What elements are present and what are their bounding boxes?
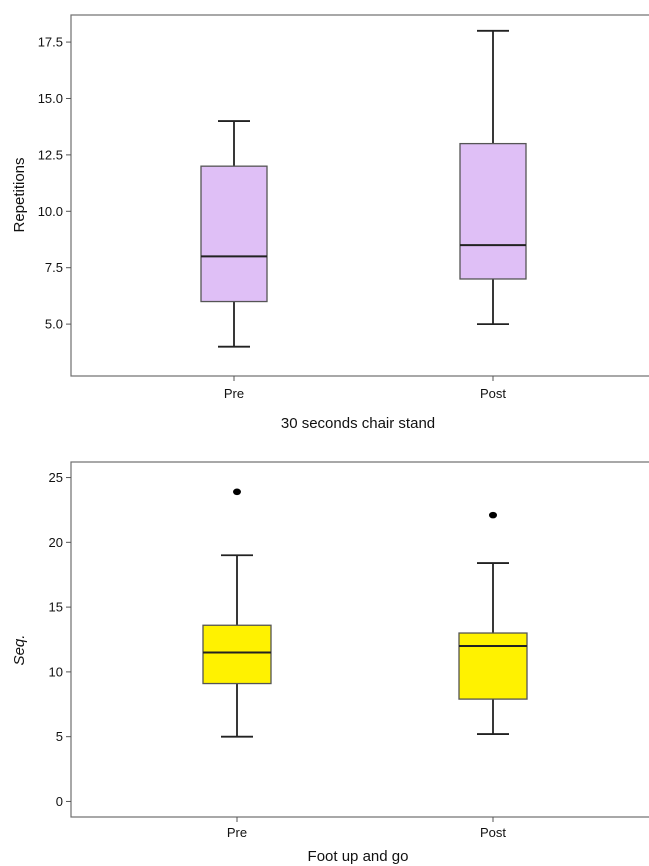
iqr-box xyxy=(459,142,527,280)
chart-2: 0 5 10 15 20 25 Pre Post Foot up and go Seq. xyxy=(11,461,649,865)
y-tick-label: 5 xyxy=(56,729,63,744)
y-tick-label: 10.0 xyxy=(38,204,63,219)
y-axis-title: Seq. xyxy=(11,635,28,666)
box-post xyxy=(458,511,528,735)
y-tick-label: 15.0 xyxy=(38,91,63,106)
iqr-box xyxy=(458,632,528,700)
y-tick-label: 7.5 xyxy=(45,260,63,275)
iqr-box xyxy=(200,165,268,303)
chart-1: 5.0 7.5 10.0 12.5 15.0 17.5 Pre Post 30 seconds … xyxy=(11,14,649,432)
box-pre xyxy=(200,120,268,348)
plot-frame xyxy=(70,461,649,818)
outlier-point xyxy=(233,488,241,496)
outlier-point xyxy=(489,511,497,519)
x-tick-label: Post xyxy=(480,386,506,401)
y-tick-label: 25 xyxy=(49,470,63,485)
y-tick-label: 20 xyxy=(49,535,63,550)
x-tick-label: Post xyxy=(480,825,506,840)
y-tick-label: 0 xyxy=(56,794,63,809)
y-tick-label: 12.5 xyxy=(38,147,63,162)
y-tick-label: 15 xyxy=(49,600,63,615)
box-pre xyxy=(202,488,272,738)
y-axis-title: Repetitions xyxy=(11,157,28,232)
box-post xyxy=(459,29,527,326)
x-axis-title: Foot up and go xyxy=(308,848,409,865)
x-tick-label: Pre xyxy=(227,825,247,840)
iqr-box xyxy=(202,624,272,685)
y-tick-label: 10 xyxy=(49,664,63,679)
x-tick-label: Pre xyxy=(224,386,244,401)
y-tick-label: 5.0 xyxy=(45,317,63,332)
plot-frame xyxy=(70,14,649,377)
x-axis-title: 30 seconds chair stand xyxy=(281,415,435,432)
y-tick-label: 17.5 xyxy=(38,35,63,50)
